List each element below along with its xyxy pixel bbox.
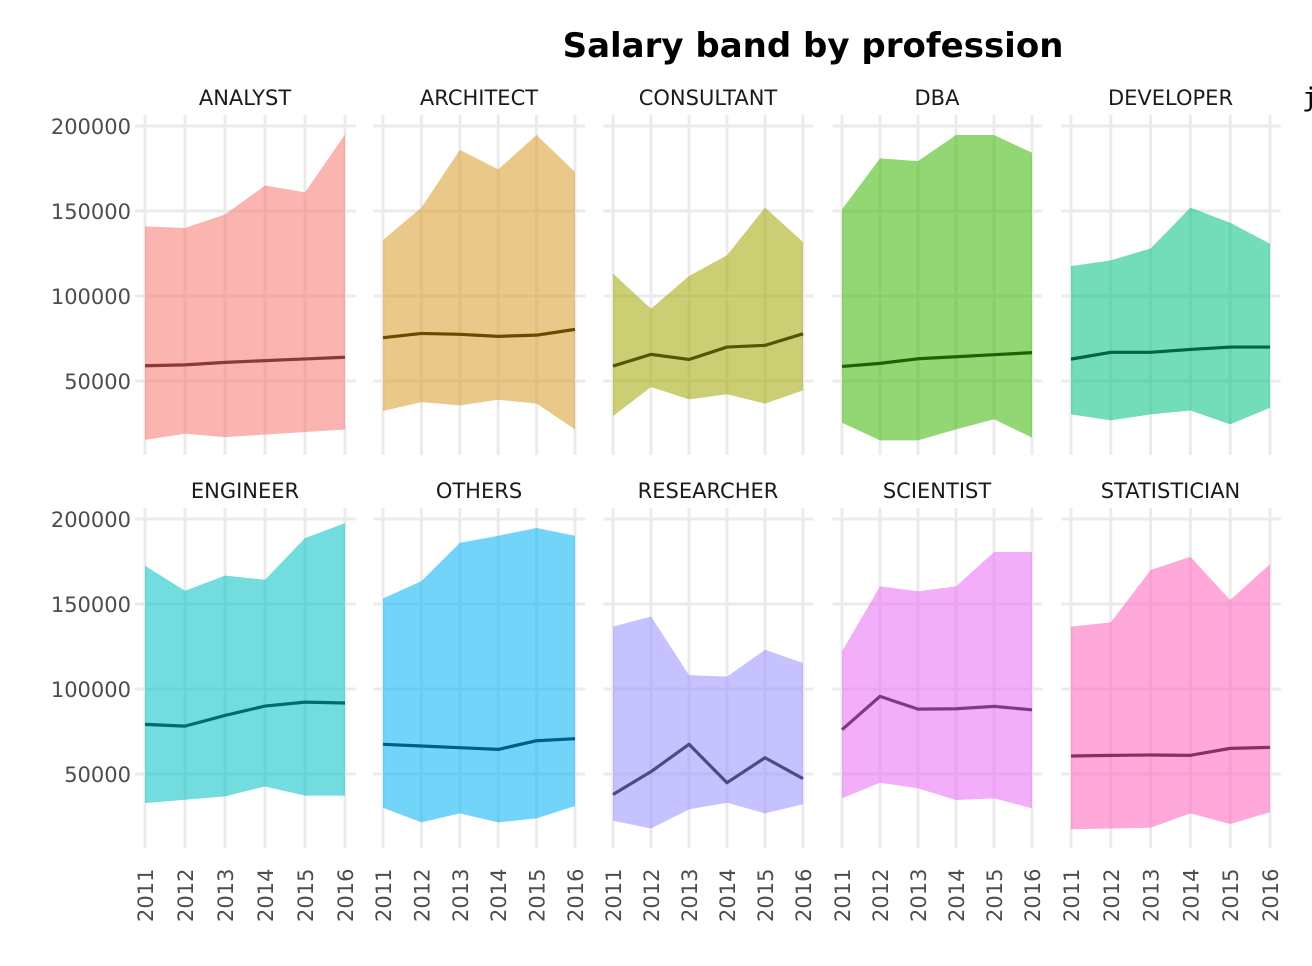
panel-engineer: ENGINEER 50000 100000 150000 200000 2011 2012 2… [51, 479, 358, 922]
x-tick-label: 2013 [1140, 869, 1164, 922]
median-salary-line [1070, 345, 1270, 361]
y-tick-label: 50000 [64, 370, 131, 394]
facet-strip-label: SCIENTIST [883, 479, 992, 503]
x-tick-label: 2016 [1259, 869, 1283, 922]
facet-panels: ANALYST 50000 100000 150000 200000 ARCHITECT C… [51, 86, 1283, 922]
panel-analyst: ANALYST 50000 100000 150000 200000 [51, 86, 356, 455]
facet-strip-label: ENGINEER [191, 479, 299, 503]
panel-architect: ARCHITECT [373, 86, 586, 455]
x-tick-label: 2014 [716, 869, 740, 922]
salary-band-area [383, 528, 575, 823]
x-tick-label: 2016 [792, 869, 816, 922]
x-tick-label: 2011 [602, 869, 626, 922]
salary-band-area [842, 552, 1032, 809]
salary-band-area [613, 616, 803, 829]
x-tick-label: 2015 [294, 869, 318, 922]
y-tick-label: 200000 [51, 115, 131, 139]
x-tick-label: 2012 [1100, 869, 1124, 922]
panel-statistician: STATISTICIAN 2011 2012 2013 2014 2015 2016 [1060, 479, 1283, 922]
x-tick-label: 2011 [372, 869, 396, 922]
median-salary-line [382, 737, 576, 752]
x-tick-label: 2015 [983, 869, 1007, 922]
x-tick-label: 2013 [678, 869, 702, 922]
facet-strip-label: ARCHITECT [420, 86, 538, 110]
facet-strip-label: DBA [915, 86, 961, 110]
x-tick-label: 2011 [1060, 869, 1084, 922]
panel-others: OTHERS 2011 2012 2013 2014 2015 2016 [372, 479, 588, 922]
x-tick-label: 2012 [869, 869, 893, 922]
x-tick-label: 2013 [907, 869, 931, 922]
x-tick-label: 2016 [334, 869, 358, 922]
salary-band-area [1071, 207, 1270, 425]
salary-band-area [1071, 556, 1270, 830]
y-tick-label: 150000 [51, 593, 131, 617]
salary-band-area [145, 523, 345, 804]
facet-strip-label: OTHERS [436, 479, 522, 503]
y-tick-label: 100000 [51, 285, 131, 309]
x-tick-label: 2014 [1179, 869, 1203, 922]
x-tick-label: 2014 [254, 869, 278, 922]
x-tick-label: 2015 [526, 869, 550, 922]
x-tick-label: 2012 [174, 869, 198, 922]
x-tick-label: 2015 [1219, 869, 1243, 922]
facet-strip-label: STATISTICIAN [1101, 479, 1241, 503]
panel-scientist: SCIENTIST 2011 2012 2013 2014 2015 2016 [831, 479, 1045, 922]
x-tick-label: 2013 [214, 869, 238, 922]
x-tick-label: 2013 [449, 869, 473, 922]
median-salary-line [144, 355, 346, 368]
facet-strip-label: CONSULTANT [639, 86, 778, 110]
median-salary-line [1070, 745, 1271, 758]
y-tick-label: 200000 [51, 508, 131, 532]
x-tick-label: 2012 [410, 869, 434, 922]
median-salary-line [144, 700, 346, 728]
facet-strip-label: RESEARCHER [638, 479, 779, 503]
panel-dba: DBA [832, 86, 1043, 455]
salary-band-area [842, 135, 1032, 441]
y-tick-label: 100000 [51, 678, 131, 702]
panel-researcher: RESEARCHER 2011 2012 2013 2014 2015 2016 [602, 479, 816, 922]
x-tick-label: 2016 [564, 869, 588, 922]
y-tick-label: 150000 [51, 200, 131, 224]
x-tick-label: 2014 [945, 869, 969, 922]
y-tick-label: 50000 [64, 763, 131, 787]
median-salary-line [382, 327, 576, 340]
x-tick-label: 2011 [134, 869, 158, 922]
facet-strip-label: ANALYST [199, 86, 292, 110]
x-tick-label: 2015 [754, 869, 778, 922]
median-salary-line [840, 694, 1033, 731]
salary-band-area [145, 134, 345, 440]
panel-consultant: CONSULTANT [603, 86, 814, 455]
facet-strip-label: DEVELOPER [1108, 86, 1233, 110]
median-salary-line [612, 332, 804, 368]
x-tick-label: 2014 [487, 869, 511, 922]
x-tick-label: 2012 [640, 869, 664, 922]
median-salary-line [612, 742, 804, 796]
median-salary-line [841, 351, 1033, 369]
chart-title: Salary band by profession [563, 26, 1064, 66]
legend-title-fragment: j [1302, 83, 1312, 113]
x-tick-label: 2016 [1021, 869, 1045, 922]
x-tick-label: 2011 [831, 869, 855, 922]
salary-band-area [383, 135, 575, 430]
panel-developer: DEVELOPER [1061, 86, 1281, 455]
salary-band-area [613, 207, 803, 417]
